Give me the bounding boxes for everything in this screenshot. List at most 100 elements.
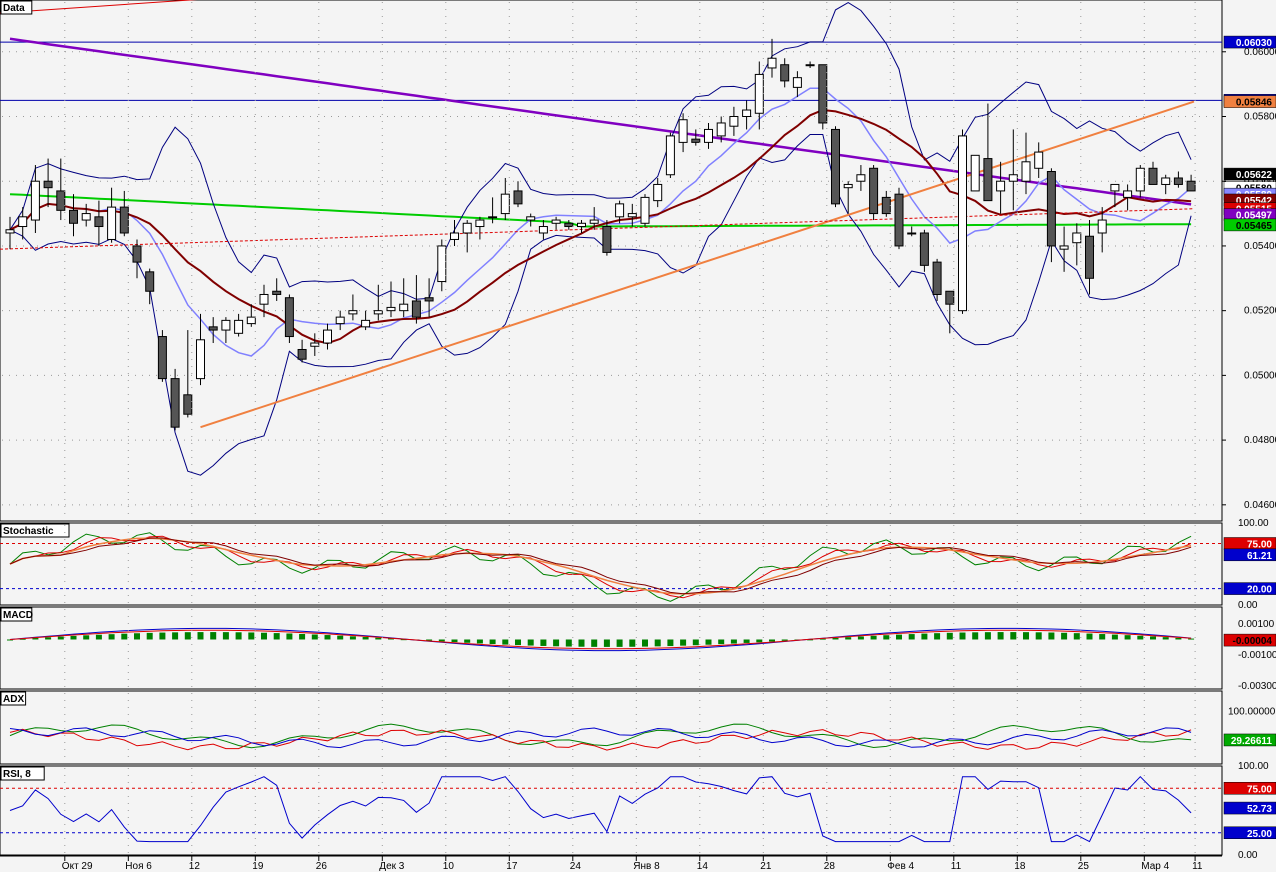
macd-bar — [70, 635, 77, 640]
macd-bar — [476, 639, 483, 644]
candle — [1186, 180, 1196, 192]
macd-bar — [934, 633, 941, 640]
macd-bar — [730, 639, 737, 644]
x-tick-label: 19 — [252, 861, 264, 872]
y-tick-label: 100.00000 — [1228, 706, 1276, 717]
macd-bar — [172, 632, 179, 640]
candle — [56, 190, 66, 211]
pane-title: ADX — [3, 694, 24, 705]
macd-bar — [680, 639, 687, 646]
price-tag-label: 75.00 — [1247, 540, 1272, 551]
trend-line — [200, 100, 1195, 429]
macd-bar — [819, 638, 826, 640]
macd-bar — [1010, 632, 1017, 640]
candle — [577, 222, 586, 228]
stochastic-k — [9, 532, 1192, 602]
candle — [1021, 161, 1031, 182]
pane-0: 0.060000.058000.056000.054000.052000.050… — [0, 0, 1276, 522]
candle — [119, 206, 129, 234]
candle — [424, 297, 434, 302]
macd-bar — [438, 639, 445, 642]
candle — [500, 193, 510, 215]
candle — [284, 297, 294, 338]
pane-frame — [0, 0, 1223, 522]
candle — [1085, 235, 1094, 279]
price-tag-label: 75.00 — [1247, 784, 1272, 795]
macd-bar — [19, 638, 26, 640]
macd-bar — [857, 636, 864, 640]
macd-bar — [324, 635, 331, 640]
x-tick-label: 14 — [697, 861, 709, 872]
candle — [856, 174, 866, 182]
candle — [1135, 167, 1145, 192]
candle — [589, 219, 599, 224]
candle — [335, 316, 345, 325]
candle — [43, 180, 53, 189]
candle — [742, 109, 752, 117]
macd-bar — [1048, 632, 1055, 640]
macd-line — [9, 627, 1192, 652]
macd-bar — [261, 632, 267, 640]
x-tick-label: 21 — [760, 861, 772, 872]
x-tick-label: Ноя 6 — [125, 861, 152, 872]
candle — [792, 77, 802, 88]
macd-bar — [45, 637, 52, 640]
candle — [386, 306, 396, 312]
pane-title: MACD — [3, 610, 33, 621]
macd-bar — [184, 632, 191, 640]
y-tick-label: 0.00100 — [1238, 619, 1275, 630]
pane-3: ADX 100.00000 29.26611 — [0, 690, 1276, 765]
red-trend-line — [0, 0, 198, 14]
pane-title: RSI, 8 — [3, 769, 31, 780]
x-tick-label: 18 — [1014, 861, 1026, 872]
price-tag-label: 29.26611 — [1231, 736, 1273, 747]
macd-bar — [1188, 638, 1195, 640]
macd-bar — [1061, 632, 1068, 640]
stochastic-d — [9, 535, 1192, 599]
macd-bar — [400, 639, 407, 641]
macd-histogram — [7, 632, 1195, 647]
y-tick-label: 0.04600 — [1244, 500, 1276, 511]
candle — [107, 206, 117, 240]
price-tag-label: 0.05622 — [1236, 170, 1273, 181]
price-tag — [1223, 826, 1276, 839]
x-tick-label: 11 — [951, 861, 962, 872]
bollinger-lower — [9, 134, 1192, 476]
macd-bar — [197, 632, 204, 640]
macd-bar — [159, 632, 166, 640]
candle — [30, 180, 40, 221]
macd-bar — [896, 634, 902, 640]
candle — [615, 203, 625, 218]
macd-bar — [7, 639, 13, 641]
pane-frame — [0, 765, 1223, 856]
price-tag-label: 0.05497 — [1236, 211, 1273, 222]
macd-bar — [565, 639, 572, 647]
pane-title-box — [0, 766, 45, 781]
macd-bar — [629, 639, 636, 647]
candle — [678, 119, 688, 143]
x-tick-label: Фев 4 — [887, 861, 914, 872]
macd-bar — [1099, 634, 1106, 640]
candle — [157, 336, 167, 380]
candle — [919, 232, 929, 266]
candle — [869, 167, 879, 215]
macd-bar — [832, 637, 839, 640]
pane-title-box — [0, 523, 70, 538]
macd-bar — [667, 639, 674, 647]
candle — [653, 183, 663, 202]
candle — [399, 303, 409, 312]
macd-bar — [807, 639, 814, 641]
macd-bar — [781, 639, 788, 641]
x-tick-label: 25 — [1078, 861, 1090, 872]
candle — [81, 213, 91, 221]
candle — [513, 190, 523, 205]
candle — [196, 339, 205, 380]
candle — [145, 271, 155, 292]
macd-bar — [146, 632, 153, 640]
candle — [373, 310, 383, 315]
macd-bar — [870, 635, 877, 640]
candle — [780, 64, 790, 82]
candle — [183, 394, 193, 415]
